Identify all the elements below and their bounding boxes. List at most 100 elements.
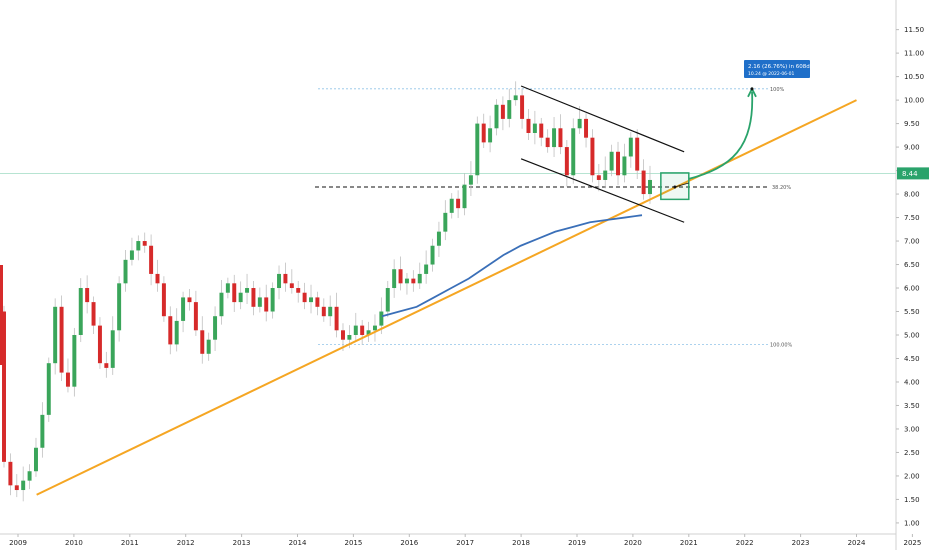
candle-body: [33, 447, 38, 472]
last-price-label: 8.44: [902, 170, 918, 178]
candle-body: [507, 100, 512, 119]
trendline: [36, 99, 857, 496]
candle-body: [309, 297, 313, 303]
y-tick-label: 4.00: [904, 378, 920, 386]
projection-start-line: [674, 182, 689, 188]
candle-body: [65, 372, 70, 387]
y-tick-label: 3.00: [904, 425, 920, 433]
candle-body: [14, 485, 19, 491]
candle-body: [40, 414, 45, 448]
x-tick-label: 2010: [65, 539, 83, 547]
candle-body: [366, 330, 371, 335]
moving-average-line: [381, 214, 643, 318]
x-tick-label: 2023: [792, 539, 810, 547]
candle-body: [500, 104, 505, 119]
candle-body: [219, 292, 224, 317]
candle-body: [571, 128, 576, 176]
candle-body: [341, 330, 345, 340]
x-tick-label: 2021: [680, 539, 698, 547]
candle-body: [104, 363, 109, 368]
last-price-badge: [897, 167, 929, 180]
candle-body: [149, 245, 154, 274]
y-tick-label: 1.50: [904, 496, 920, 504]
candle-body: [206, 339, 211, 354]
y-tick-label: 6.50: [904, 261, 920, 269]
x-tick-label: 2024: [848, 539, 866, 547]
candle-body: [193, 302, 198, 331]
candle-body: [628, 137, 633, 157]
candle-body: [187, 297, 192, 303]
candle-body: [513, 95, 518, 101]
x-tick-label: 2016: [400, 539, 418, 547]
candle-body: [72, 335, 77, 387]
candle-body: [622, 156, 627, 176]
projection-arrow: [688, 91, 754, 180]
x-tick-label: 2022: [736, 539, 754, 547]
candle-body: [558, 128, 563, 148]
candle-body: [161, 283, 166, 317]
x-tick-label: 2009: [9, 539, 27, 547]
candle-body: [238, 292, 243, 303]
candle-body: [462, 184, 467, 209]
candle-body: [283, 273, 288, 284]
candle-body: [552, 128, 557, 148]
candle-body: [424, 264, 429, 274]
candle-body: [532, 123, 537, 133]
candle-body: [648, 179, 652, 195]
candle-body: [411, 278, 416, 284]
channel-upper-line: [520, 85, 685, 153]
candle-body: [302, 292, 307, 303]
y-tick-label: 2.00: [904, 472, 920, 480]
candle-body: [398, 269, 403, 284]
candle-body: [53, 306, 58, 364]
candle-body: [379, 311, 384, 326]
level-label: 100%: [770, 87, 785, 93]
candle-body: [456, 198, 461, 209]
y-tick-label: 10.00: [904, 97, 924, 105]
y-tick-label: 7.00: [904, 238, 920, 246]
candle-body: [635, 137, 640, 171]
candle-body: [213, 316, 218, 340]
candle-body: [277, 273, 282, 289]
x-tick-label: 2020: [624, 539, 642, 547]
candle-body: [539, 123, 544, 138]
candle-body: [245, 288, 250, 293]
candle-body: [494, 104, 499, 129]
candle-body: [97, 325, 102, 364]
projection-label-1: 2.16 (26.76%) in 608d: [748, 64, 810, 70]
candle-body: [481, 123, 486, 143]
candle-body: [372, 325, 377, 331]
candle-body: [443, 212, 448, 232]
y-tick-label: 5.00: [904, 332, 920, 340]
candle-body: [110, 330, 115, 368]
candle-body: [417, 273, 422, 284]
y-tick-label: 9.50: [904, 120, 920, 128]
candle-body: [334, 306, 339, 331]
candle-body: [404, 278, 409, 284]
candle-body: [142, 241, 147, 246]
candle-body: [78, 288, 83, 335]
candle-body: [85, 288, 90, 303]
x-tick-label: 2015: [344, 539, 362, 547]
candle-body: [520, 95, 525, 119]
candle-body: [27, 471, 32, 481]
candle-body: [21, 480, 26, 491]
y-tick-label: 3.50: [904, 402, 920, 410]
candle-body: [436, 231, 441, 246]
y-tick-label: 5.50: [904, 308, 920, 316]
candle-body: [257, 297, 262, 307]
candle-body: [392, 269, 397, 289]
y-tick-label: 2.50: [904, 449, 920, 457]
y-tick-label: 10.50: [904, 73, 924, 81]
candle-body: [59, 306, 64, 373]
y-tick-label: 6.00: [904, 285, 920, 293]
candle-body: [641, 170, 646, 195]
y-tick-label: 11.00: [904, 50, 924, 58]
y-tick-label: 9.00: [904, 144, 920, 152]
candle-body: [136, 241, 141, 251]
x-tick-label: 2018: [512, 539, 530, 547]
candle-body: [225, 283, 230, 293]
y-tick-label: 7.50: [904, 214, 920, 222]
candle-body: [449, 198, 454, 213]
